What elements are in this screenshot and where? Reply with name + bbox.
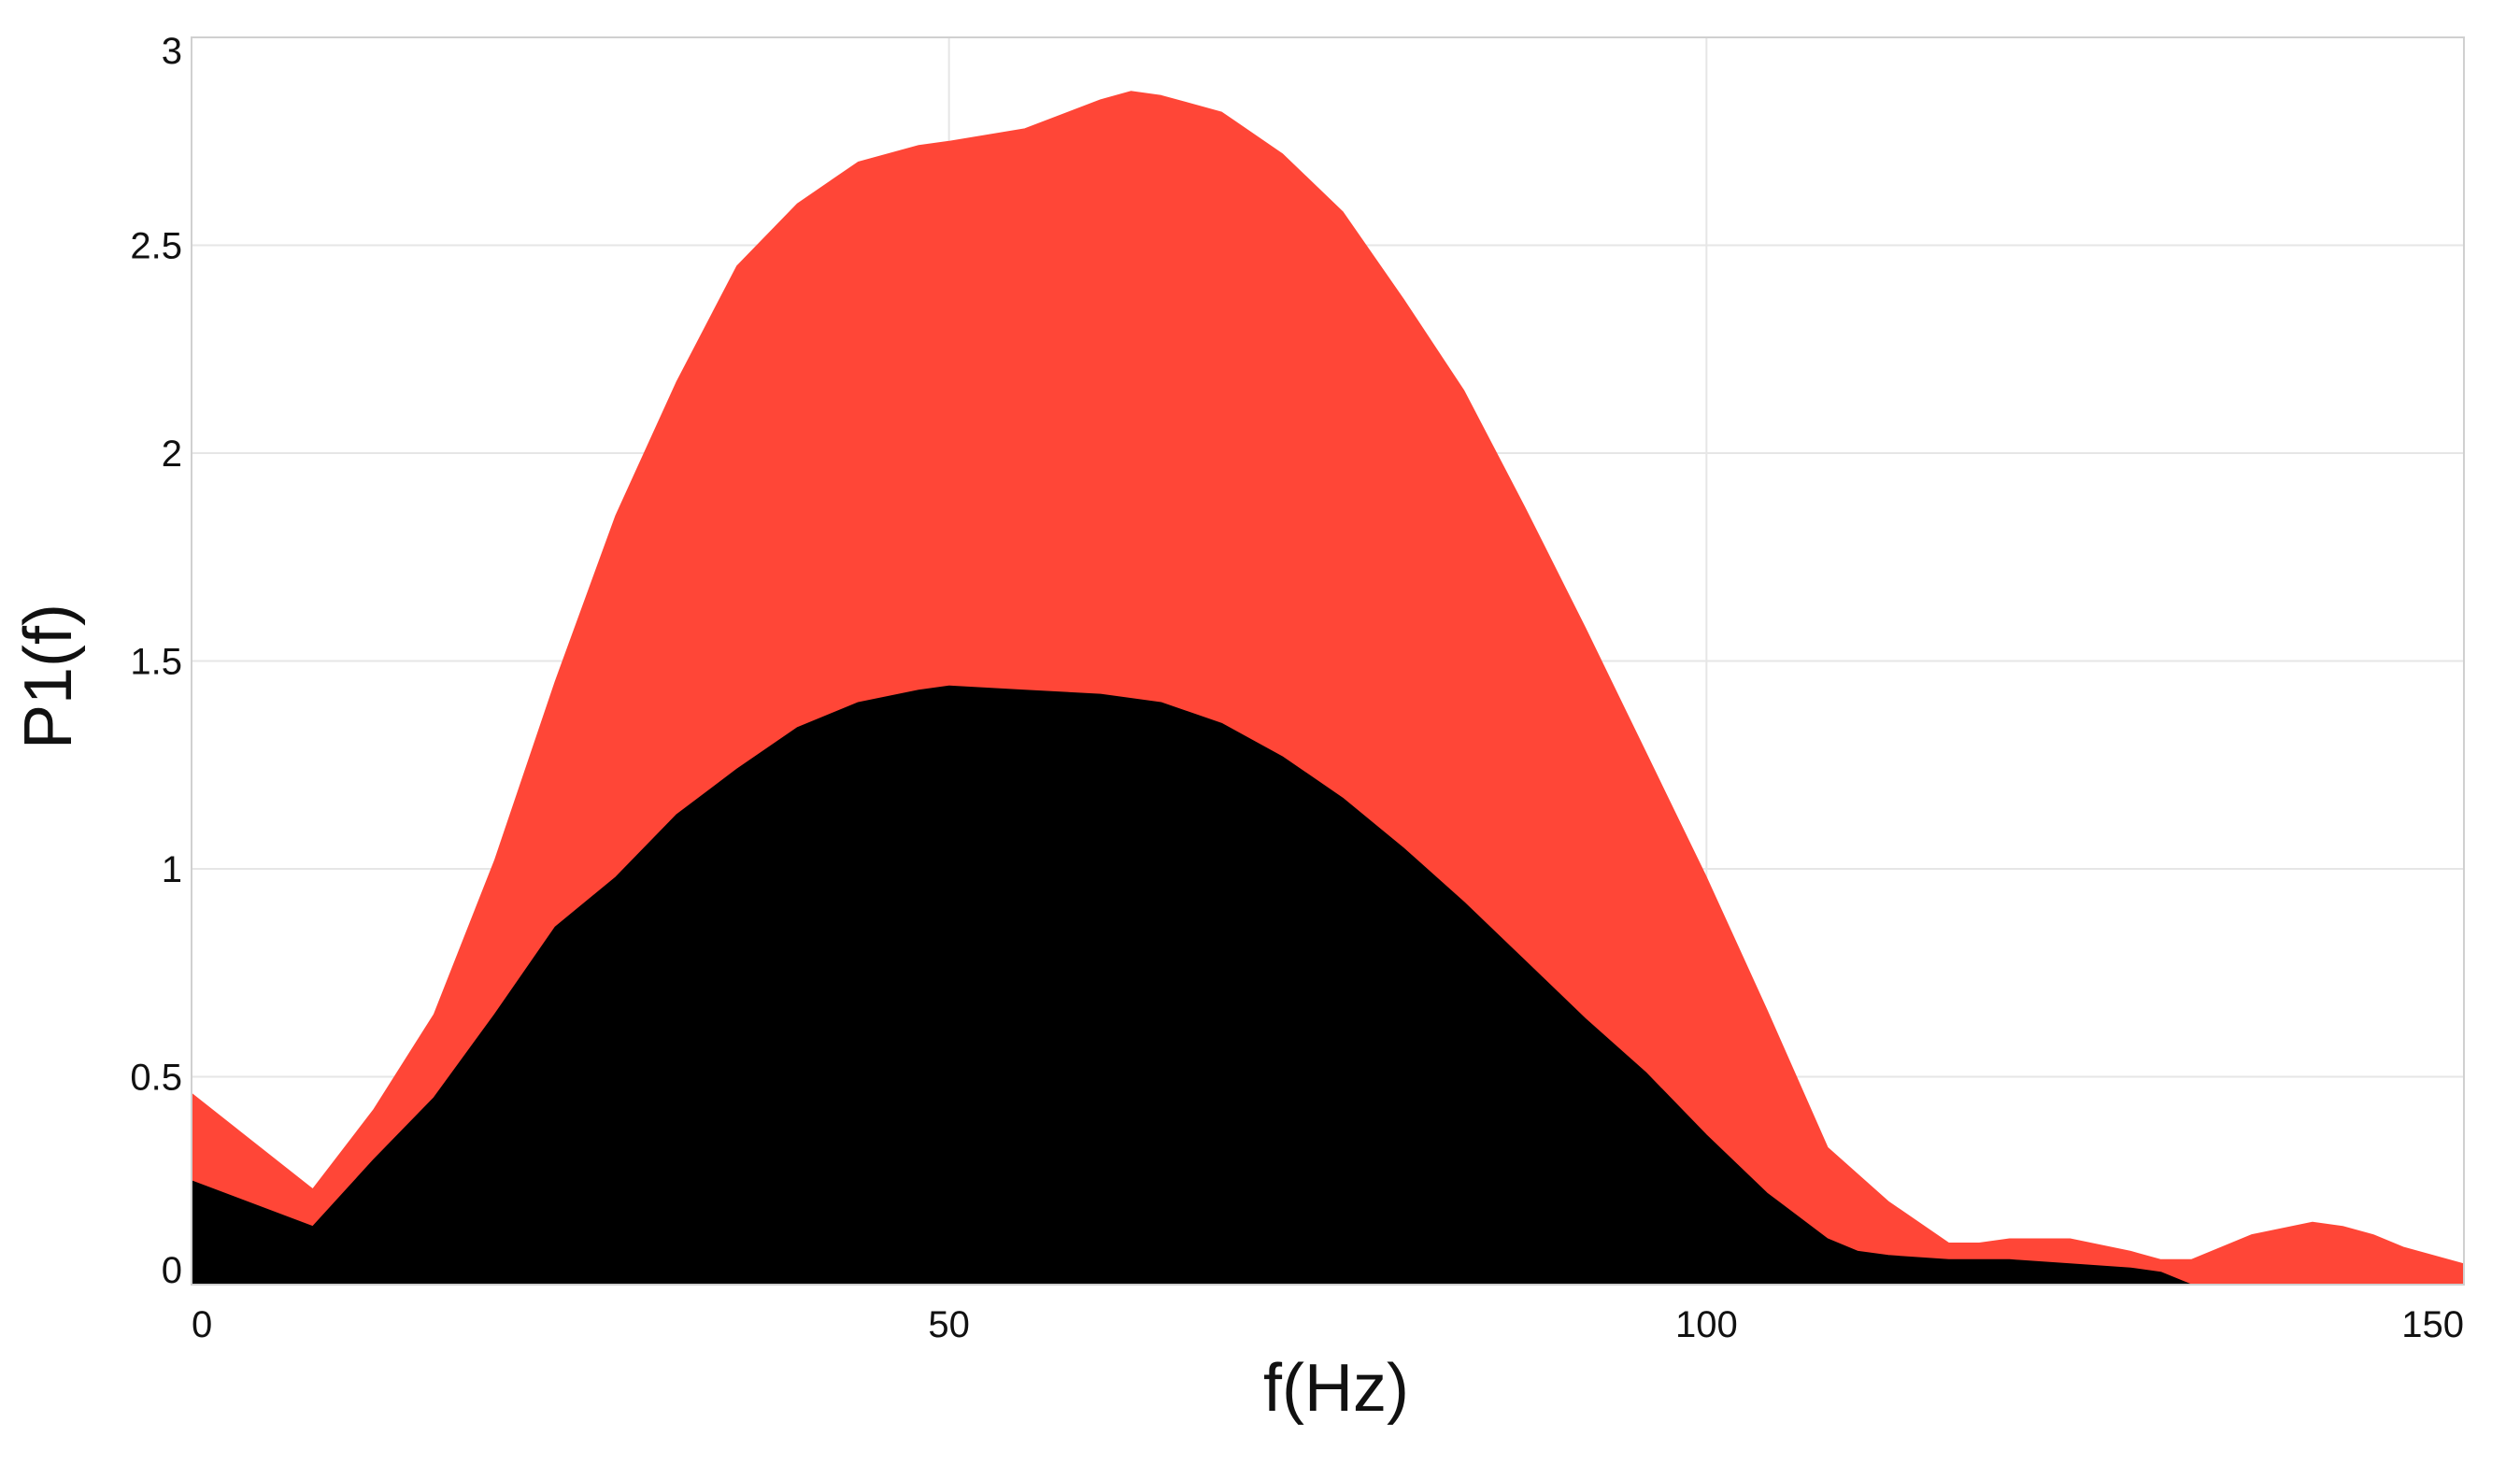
y-tick-label: 2.5 (130, 226, 182, 267)
series-area-1 (191, 685, 2192, 1286)
plot-frame (191, 36, 2465, 1286)
y-axis-label: P1(f) (11, 604, 86, 749)
x-tick-label: 50 (928, 1304, 970, 1345)
y-tick-labels: 0 0.5 1 1.5 2 2.5 3 (130, 31, 182, 1291)
x-tick-label: 0 (192, 1304, 212, 1345)
x-tick-label: 150 (2401, 1304, 2464, 1345)
y-tick-label: 0 (162, 1250, 182, 1291)
y-tick-label: 2 (162, 434, 182, 475)
x-axis-label: f(Hz) (1263, 1351, 1409, 1426)
series-areas (191, 91, 2465, 1286)
y-tick-label: 1.5 (130, 642, 182, 683)
y-tick-label: 1 (162, 849, 182, 890)
y-tick-label: 3 (162, 31, 182, 72)
y-tick-label: 0.5 (130, 1058, 182, 1099)
x-tick-labels: 0 50 100 150 (192, 1304, 2464, 1345)
x-tick-label: 100 (1675, 1304, 1738, 1345)
